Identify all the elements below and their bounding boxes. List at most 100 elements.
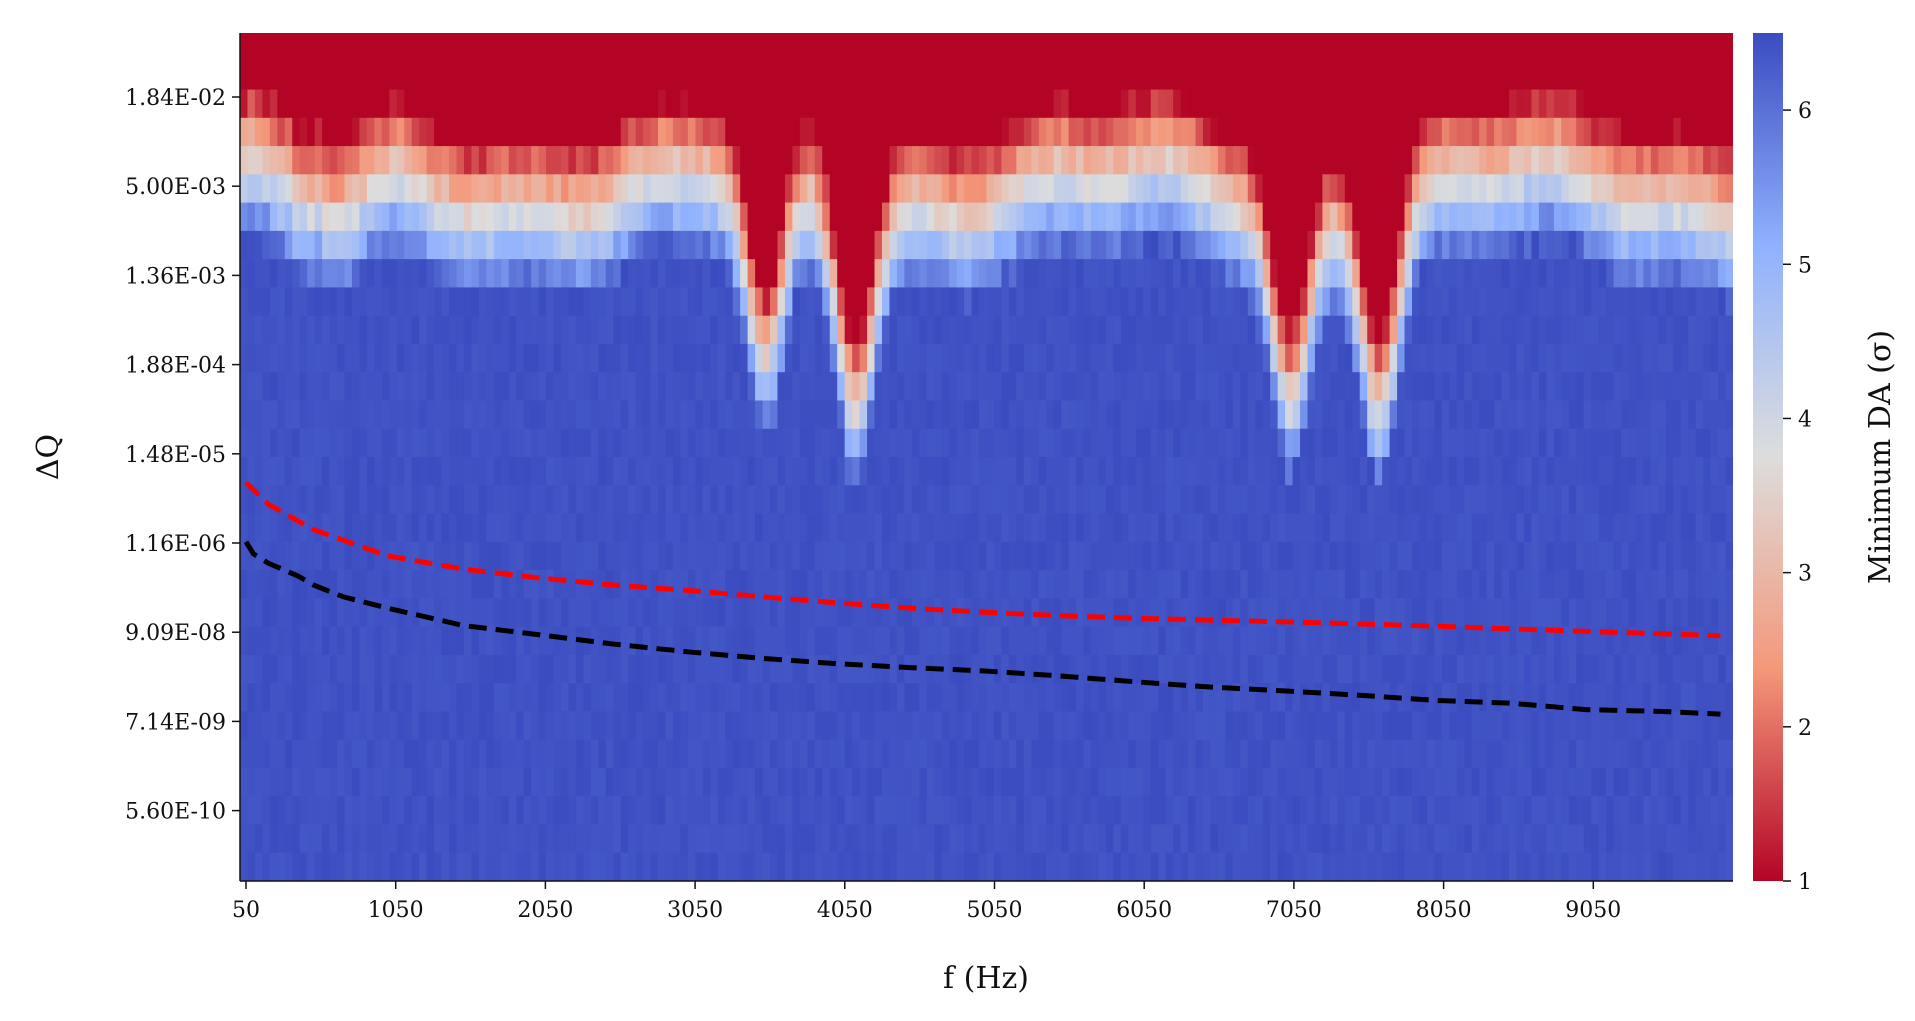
heatmap-cell — [1240, 796, 1249, 826]
heatmap-cell — [859, 174, 868, 204]
heatmap-cell — [702, 513, 711, 543]
heatmap-cell — [1374, 174, 1383, 204]
heatmap-cell — [852, 739, 861, 769]
heatmap-cell — [478, 796, 487, 826]
heatmap-cell — [1270, 626, 1279, 656]
heatmap-cell — [1016, 767, 1025, 797]
heatmap-cell — [292, 485, 301, 515]
heatmap-cell — [568, 711, 577, 741]
heatmap-cell — [1426, 343, 1435, 373]
heatmap-cell — [762, 372, 771, 402]
heatmap-cell — [434, 626, 443, 656]
heatmap-cell — [337, 513, 346, 543]
heatmap-cell — [366, 259, 375, 288]
heatmap-cell — [770, 33, 779, 62]
heatmap-cell — [1128, 626, 1137, 656]
heatmap-cell — [904, 230, 913, 260]
heatmap-cell — [374, 767, 383, 797]
heatmap-cell — [516, 372, 525, 402]
heatmap-cell — [404, 315, 413, 345]
heatmap-cell — [240, 33, 249, 62]
heatmap-cell — [822, 767, 831, 797]
heatmap-cell — [322, 852, 331, 881]
heatmap-cell — [837, 372, 846, 402]
heatmap-cell — [784, 711, 793, 741]
heatmap-cell — [949, 541, 958, 571]
heatmap-cell — [404, 683, 413, 712]
heatmap-cell — [1188, 287, 1197, 317]
heatmap-cell — [1165, 654, 1174, 684]
heatmap-cell — [1262, 654, 1271, 684]
heatmap-cell — [1359, 626, 1368, 656]
heatmap-cell — [1217, 796, 1226, 826]
heatmap-cell — [1038, 146, 1047, 175]
heatmap-cell — [889, 343, 898, 373]
heatmap-cell — [247, 541, 256, 571]
heatmap-cell — [568, 315, 577, 345]
heatmap-cell — [538, 654, 547, 684]
heatmap-cell — [1359, 796, 1368, 826]
heatmap-cell — [1329, 400, 1338, 430]
heatmap-cell — [307, 372, 316, 402]
heatmap-cell — [777, 570, 786, 599]
heatmap-cell — [672, 259, 682, 288]
heatmap-cell — [770, 739, 779, 769]
heatmap-cell — [1202, 400, 1212, 430]
heatmap-cell — [1300, 767, 1309, 797]
heatmap-cell — [740, 852, 749, 881]
heatmap-cell — [434, 117, 443, 147]
heatmap-cell — [284, 61, 293, 91]
heatmap-cell — [329, 202, 338, 232]
heatmap-cell — [1441, 315, 1450, 345]
heatmap-cell — [374, 457, 383, 486]
heatmap-cell — [277, 117, 286, 147]
heatmap-cell — [1426, 146, 1435, 175]
heatmap-cell — [777, 598, 786, 628]
heatmap-cell — [926, 117, 935, 147]
heatmap-cell — [1314, 287, 1324, 317]
heatmap-cell — [844, 287, 853, 317]
heatmap-cell — [1083, 824, 1092, 854]
heatmap-cell — [1247, 400, 1256, 430]
heatmap-cell — [1143, 400, 1152, 430]
heatmap-cell — [710, 852, 719, 881]
heatmap-cell — [351, 570, 361, 599]
heatmap-cell — [449, 598, 458, 628]
heatmap-cell — [971, 174, 980, 204]
heatmap-cell — [1165, 117, 1174, 147]
heatmap-cell — [1322, 683, 1331, 712]
heatmap-cell — [1270, 428, 1279, 458]
heatmap-cell — [292, 457, 301, 486]
heatmap-cell — [1441, 146, 1450, 175]
heatmap-cell — [1314, 570, 1324, 599]
heatmap-cell — [598, 33, 607, 62]
heatmap-cell — [486, 824, 495, 854]
heatmap-cell — [351, 711, 361, 741]
heatmap-cell — [1128, 230, 1137, 260]
heatmap-cell — [889, 146, 898, 175]
heatmap-cell — [396, 287, 405, 317]
heatmap-cell — [1128, 174, 1137, 204]
heatmap-cell — [971, 852, 980, 881]
heatmap-cell — [740, 343, 749, 373]
heatmap-cell — [419, 570, 428, 599]
heatmap-cell — [1277, 711, 1286, 741]
heatmap-cell — [1180, 739, 1189, 769]
heatmap-cell — [516, 89, 525, 119]
heatmap-cell — [396, 33, 405, 62]
heatmap-cell — [1441, 570, 1450, 599]
heatmap-cell — [449, 230, 458, 260]
heatmap-cell — [672, 428, 682, 458]
heatmap-cell — [1262, 457, 1271, 486]
heatmap-cell — [628, 796, 637, 826]
heatmap-cell — [1053, 117, 1062, 147]
heatmap-cell — [672, 343, 682, 373]
heatmap-cell — [1083, 457, 1092, 486]
heatmap-cell — [501, 287, 510, 317]
heatmap-cell — [262, 428, 271, 458]
heatmap-cell — [605, 626, 614, 656]
heatmap-cell — [1464, 315, 1473, 345]
heatmap-cell — [1031, 146, 1040, 175]
heatmap-cell — [307, 485, 316, 515]
heatmap-cell — [747, 89, 756, 119]
